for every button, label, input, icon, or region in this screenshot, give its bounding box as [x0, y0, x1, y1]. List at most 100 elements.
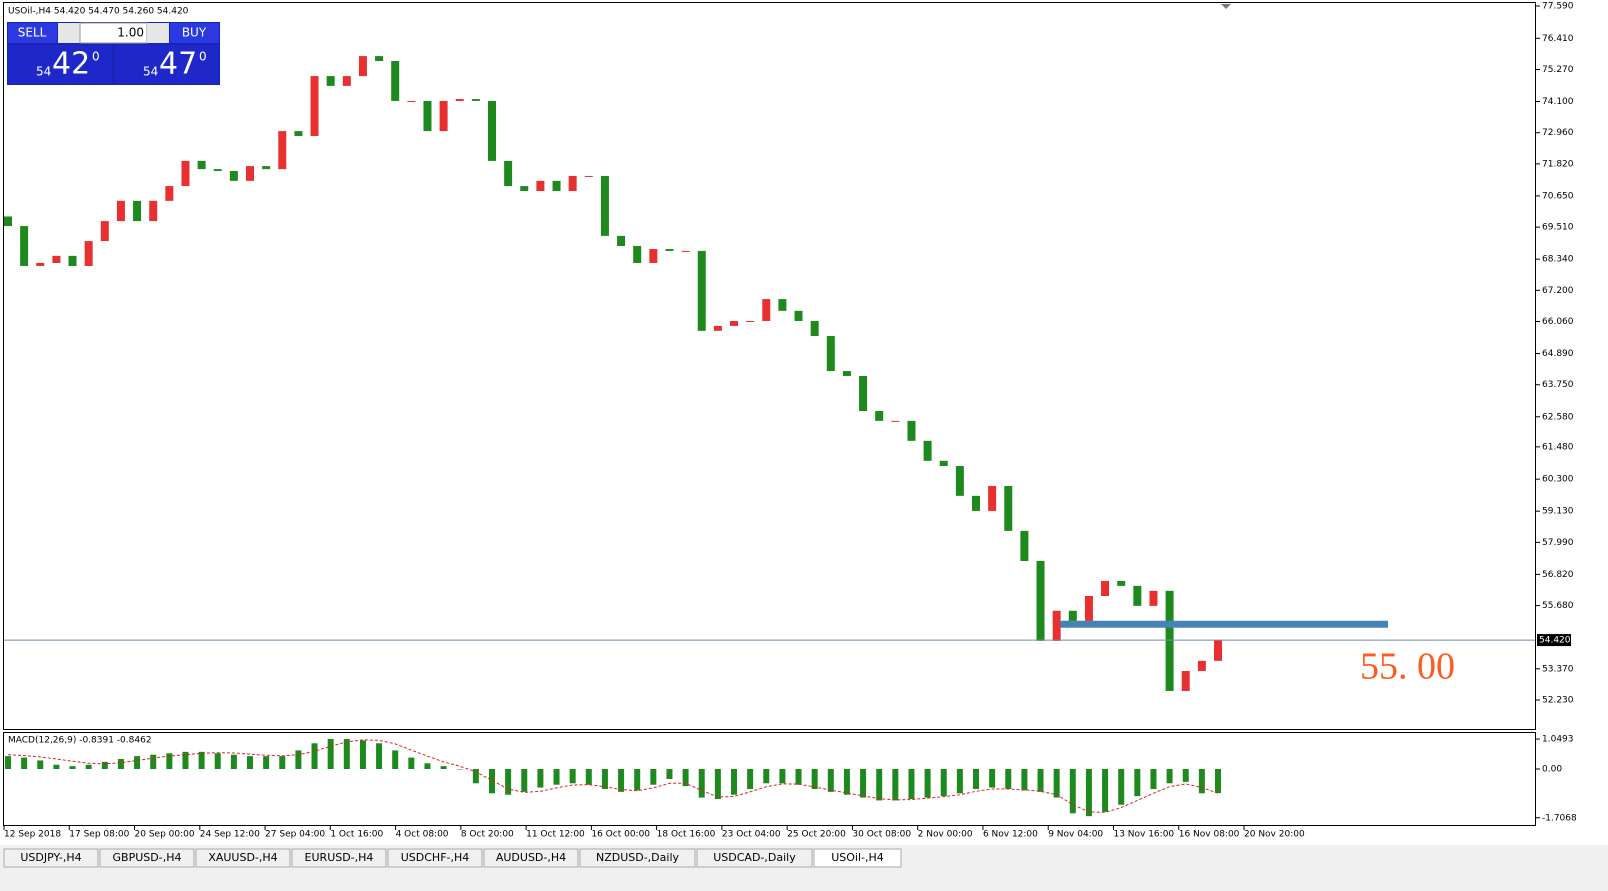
y-tick-label: 61.480 — [1542, 442, 1574, 452]
tab[interactable] — [483, 848, 579, 868]
candle-body — [826, 336, 835, 372]
macd-bar — [198, 751, 205, 769]
candle-body — [1004, 485, 1013, 531]
x-tick-label: 30 Oct 08:00 — [852, 830, 911, 840]
tab[interactable] — [291, 848, 387, 868]
y-tick-label: 59.130 — [1542, 507, 1574, 517]
candle-body — [84, 241, 93, 266]
tab-label: USDCAD-,Daily — [713, 851, 796, 864]
macd-frame — [3, 732, 1536, 826]
buy-price-box[interactable] — [115, 45, 219, 84]
macd-bar — [150, 754, 157, 769]
tab[interactable] — [3, 848, 99, 868]
tab[interactable] — [387, 848, 483, 868]
macd-bar — [85, 764, 92, 769]
x-tick-label: 20 Nov 20:00 — [1244, 830, 1305, 840]
candle-body — [246, 166, 254, 181]
candle-body — [939, 460, 948, 467]
candle-body — [520, 186, 529, 191]
x-tick-label: 16 Nov 08:00 — [1179, 830, 1240, 840]
candle-body — [488, 100, 496, 161]
macd-bar — [860, 769, 867, 798]
x-tick-label: 20 Sep 00:00 — [135, 830, 195, 840]
macd-bar — [376, 743, 383, 769]
y-tick-label: 53.370 — [1542, 664, 1574, 674]
macd-bar — [731, 769, 737, 795]
candle-body — [536, 180, 545, 191]
tab[interactable] — [579, 848, 696, 868]
tab[interactable] — [696, 848, 813, 868]
macd-bar — [1182, 769, 1189, 782]
macd-title: MACD(12,26,9) -0.8391 -0.8462 — [8, 736, 152, 746]
macd-bar — [1198, 769, 1205, 794]
macd-bar — [5, 756, 11, 769]
candle-body — [133, 200, 142, 222]
macd-bar — [1134, 769, 1141, 797]
candle-body — [1214, 640, 1222, 661]
tab[interactable] — [813, 848, 902, 868]
candle-body — [149, 200, 158, 222]
y-tick-label: 1.0493 — [1542, 735, 1574, 745]
candle-body — [1197, 660, 1206, 671]
candle-body — [278, 131, 287, 170]
y-tick-label: 71.820 — [1542, 159, 1574, 169]
macd-bar — [311, 743, 318, 769]
tab[interactable] — [99, 848, 195, 868]
candle-body — [100, 221, 109, 242]
macd-bar — [779, 769, 786, 784]
candle-body — [778, 299, 787, 311]
candle-body — [197, 160, 206, 170]
candle-body — [875, 411, 884, 421]
macd-bar — [1166, 769, 1173, 784]
macd-bar — [989, 769, 996, 788]
candle-body — [842, 371, 851, 376]
y-tick-label: 57.990 — [1542, 538, 1574, 548]
sell-price-box[interactable] — [8, 45, 112, 84]
macd-bar — [279, 756, 286, 769]
macd-bar — [1102, 769, 1109, 812]
tab-label: XAUUSD-,H4 — [208, 851, 277, 864]
candle-body — [181, 160, 190, 187]
candle-body — [955, 466, 964, 496]
price-label: 54.420 — [1539, 636, 1571, 646]
x-tick-label: 11 Oct 12:00 — [526, 830, 585, 840]
sell-button[interactable] — [8, 23, 57, 43]
macd-bar — [343, 739, 350, 769]
lot-up[interactable] — [147, 23, 169, 43]
candle-body — [36, 262, 45, 266]
candle-body — [391, 61, 400, 101]
candle-body — [568, 175, 577, 191]
macd-bar — [392, 750, 399, 769]
x-tick-label: 24 Sep 12:00 — [200, 830, 260, 840]
candle-body — [326, 76, 335, 86]
y-tick-label: 72.960 — [1542, 128, 1574, 138]
tab-label: EURUSD-,H4 — [305, 851, 374, 864]
candle-body — [439, 100, 448, 132]
macd-bar — [521, 769, 528, 792]
y-tick-label: 77.590 — [1542, 2, 1574, 12]
candle-body — [358, 56, 367, 77]
tab-label: GBPUSD-,H4 — [113, 851, 182, 864]
candle-body — [407, 100, 416, 102]
macd-bar — [440, 766, 447, 769]
macd-bar — [956, 769, 963, 794]
buy-main: 47 — [159, 47, 197, 82]
lot-down[interactable] — [58, 23, 80, 43]
candle-body — [907, 420, 916, 441]
candle-body — [859, 375, 868, 412]
candle-body — [1052, 610, 1061, 641]
candle-body — [342, 76, 351, 86]
candle-body — [52, 255, 61, 263]
x-tick-label: 16 Oct 00:00 — [591, 830, 650, 840]
x-tick-label: 12 Sep 2018 — [4, 830, 61, 840]
y-tick-label: 70.650 — [1542, 191, 1574, 201]
tab[interactable] — [195, 848, 291, 868]
macd-bar — [973, 769, 979, 789]
x-tick-label: 4 Oct 08:00 — [396, 830, 449, 840]
y-tick-label: 56.820 — [1542, 570, 1574, 580]
buy-button[interactable] — [170, 23, 219, 43]
sell-sup: 0 — [92, 50, 100, 64]
candle-body — [229, 171, 238, 181]
